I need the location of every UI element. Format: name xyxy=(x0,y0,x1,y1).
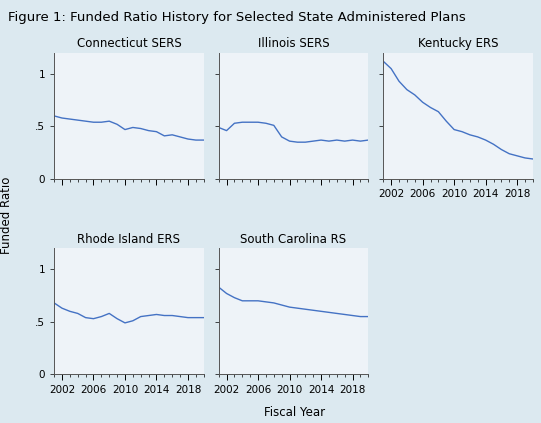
Title: Kentucky ERS: Kentucky ERS xyxy=(418,37,498,50)
Title: Illinois SERS: Illinois SERS xyxy=(258,37,329,50)
Title: South Carolina RS: South Carolina RS xyxy=(240,233,347,246)
Text: Figure 1: Funded Ratio History for Selected State Administered Plans: Figure 1: Funded Ratio History for Selec… xyxy=(8,11,466,24)
Title: Connecticut SERS: Connecticut SERS xyxy=(76,37,181,50)
Text: Funded Ratio: Funded Ratio xyxy=(0,177,13,254)
Title: Rhode Island ERS: Rhode Island ERS xyxy=(77,233,180,246)
Text: Fiscal Year: Fiscal Year xyxy=(265,406,325,419)
